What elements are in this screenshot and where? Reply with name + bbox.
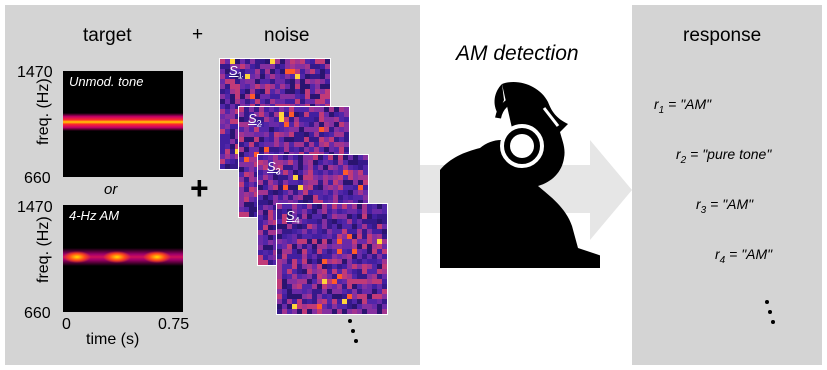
noise-label-4: S4 (286, 208, 300, 226)
response-3: r3 = "AM" (696, 196, 754, 216)
time-min: 0 (62, 316, 71, 333)
right-panel (632, 5, 822, 365)
middle-title: AM detection (456, 42, 579, 65)
response-ellipsis-dot (765, 300, 769, 304)
response-ellipsis-dot (771, 320, 775, 324)
tone-band (63, 113, 183, 131)
response-title: response (683, 25, 762, 46)
listener-with-headphones-icon (440, 82, 600, 268)
response-2: r2 = "pure tone" (676, 146, 772, 166)
freq-min-lower: 660 (24, 305, 51, 322)
am-label: 4-Hz AM (69, 208, 120, 223)
target-title: target (83, 25, 132, 46)
noise-label-3: S3 (267, 159, 281, 177)
unmodulated-label: Unmod. tone (69, 74, 144, 89)
am-band (63, 248, 183, 266)
ellipsis-dot (354, 339, 358, 343)
noise-sample-4: S4 (276, 203, 388, 315)
or-label: or (104, 181, 118, 198)
ellipsis-dot (351, 329, 355, 333)
noise-label-2: S2 (248, 111, 262, 129)
freq-max-lower: 1470 (17, 199, 53, 216)
freq-min-upper: 660 (24, 170, 51, 187)
plus-top: + (192, 24, 204, 45)
response-ellipsis-dot (768, 310, 772, 314)
freq-max-upper: 1470 (17, 64, 53, 81)
time-axis-label: time (s) (86, 331, 140, 348)
noise-label-1: S1 (229, 63, 243, 81)
noise-title: noise (264, 25, 310, 46)
plus-mid: + (190, 170, 209, 206)
time-max: 0.75 (158, 316, 190, 333)
am-spectrogram: 4-Hz AM (63, 205, 183, 312)
response-4: r4 = "AM" (715, 246, 773, 266)
noise-texture (277, 204, 387, 314)
unmodulated-spectrogram: Unmod. tone (63, 71, 183, 177)
response-1: r1 = "AM" (654, 96, 712, 116)
ellipsis-dot (348, 319, 352, 323)
